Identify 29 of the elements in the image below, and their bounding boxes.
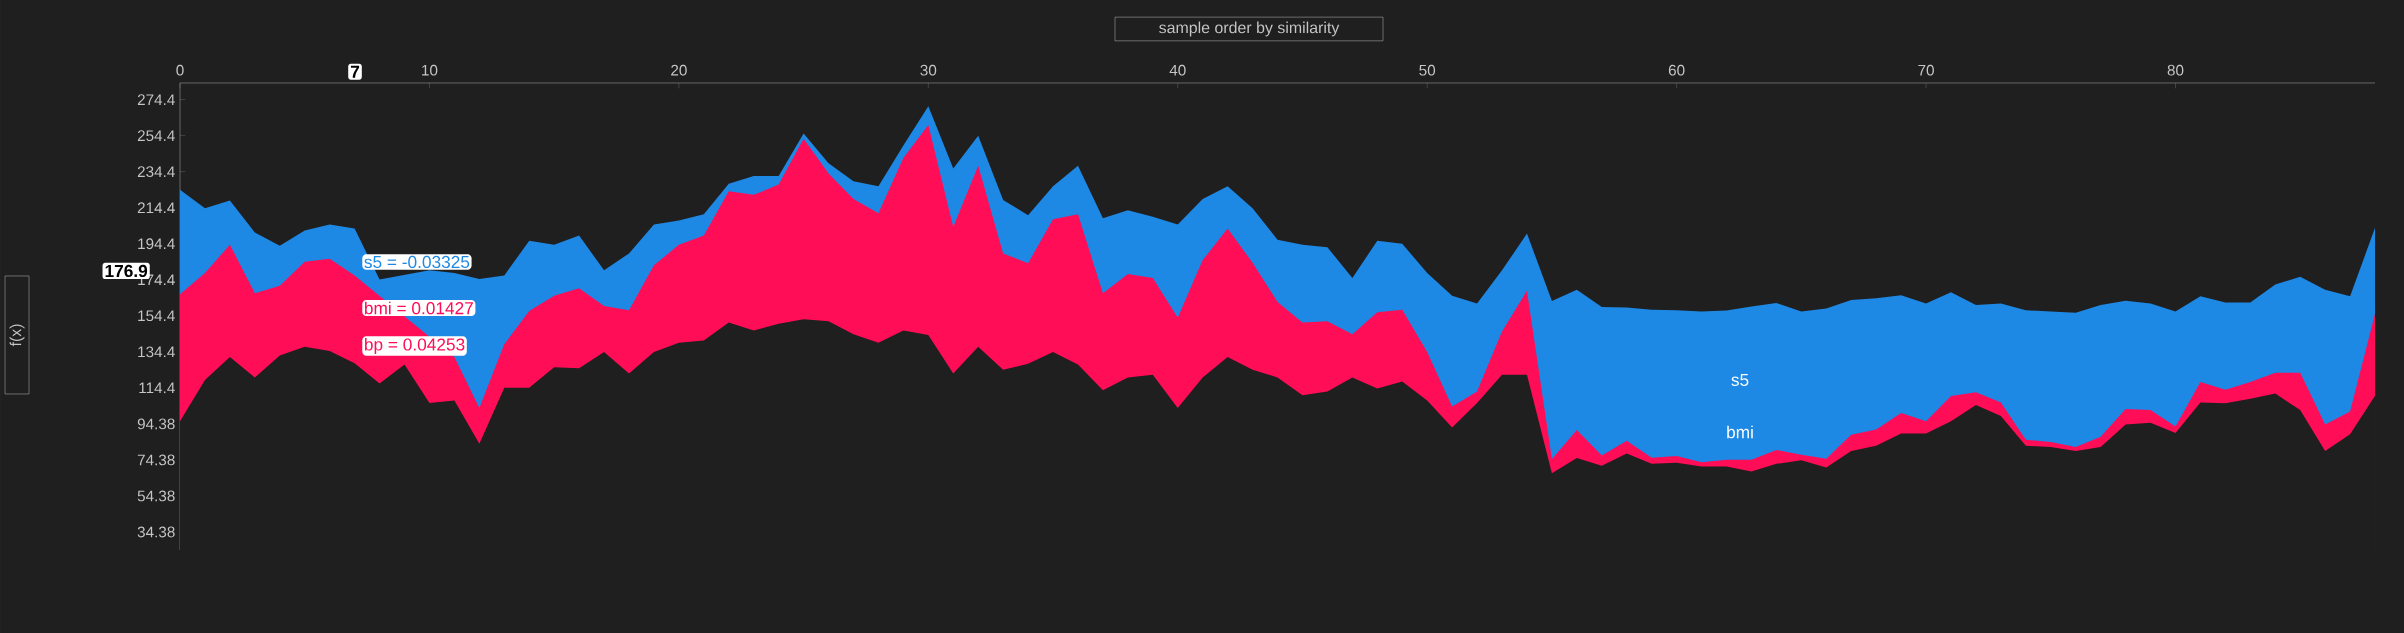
y-tick-label: 34.38: [137, 526, 175, 538]
annotation: bp = 0.04253: [364, 337, 465, 355]
y-tick-label: 94.38: [137, 418, 175, 430]
text: 7: [350, 65, 360, 78]
annotation: bmi: [1727, 425, 1753, 439]
y-tick-label: 234.4: [137, 166, 175, 178]
x-tick-label: 20: [671, 64, 687, 76]
x-tick-label: 60: [1668, 64, 1685, 76]
x-tick-label: 30: [920, 64, 937, 76]
y-tick-label: 254.4: [137, 130, 175, 142]
x-tick-label: 80: [2167, 64, 2184, 76]
y-tick-label: 74.38: [137, 454, 175, 466]
y-tick-label: 194.4: [138, 238, 175, 250]
x-tick-label: 0: [176, 64, 184, 76]
y-tick-label: 274.4: [137, 94, 175, 105]
annotation: s5 = -0.03325: [364, 255, 470, 269]
y-tick-label: 134.4: [138, 346, 175, 358]
annotation: s5: [1731, 373, 1749, 387]
x-tick-label: 40: [1169, 64, 1186, 76]
x-tick-label: 70: [1918, 64, 1934, 76]
y-tick-label: 154.4: [138, 310, 175, 322]
annotation: bmi = 0.01427: [364, 301, 473, 315]
y-tick-label: 54.38: [137, 490, 175, 502]
text: sample order by similarity: [1159, 21, 1340, 37]
y-tick-label: 214.4: [137, 202, 175, 214]
x-tick-label: 50: [1419, 64, 1436, 76]
y-tick-label: 114.4: [139, 382, 175, 394]
text: f(x): [9, 324, 25, 347]
x-tick-label: 10: [422, 64, 438, 76]
